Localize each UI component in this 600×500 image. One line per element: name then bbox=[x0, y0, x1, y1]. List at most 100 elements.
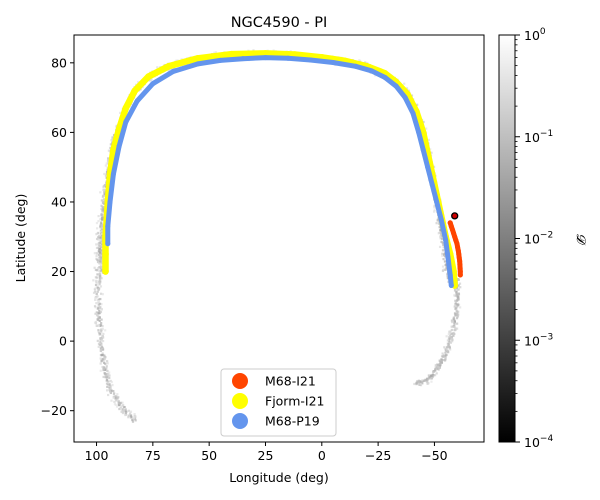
density-cell bbox=[95, 233, 98, 236]
density-cell bbox=[454, 328, 457, 332]
density-cell bbox=[102, 375, 105, 379]
density-cell bbox=[450, 333, 453, 336]
density-cell bbox=[438, 359, 441, 362]
density-cell bbox=[98, 283, 101, 286]
density-cell bbox=[118, 402, 122, 405]
density-cell bbox=[98, 279, 101, 282]
density-cell bbox=[440, 237, 444, 240]
density-cell bbox=[120, 405, 123, 408]
density-cell bbox=[433, 209, 436, 212]
y-tick-label: −20 bbox=[41, 403, 67, 418]
density-cell bbox=[103, 202, 106, 205]
series-point bbox=[368, 68, 374, 74]
density-cell bbox=[125, 410, 128, 414]
series-point bbox=[420, 147, 426, 153]
density-cell bbox=[434, 366, 437, 369]
density-cell bbox=[437, 222, 441, 225]
density-cell bbox=[431, 372, 435, 375]
density-cell bbox=[456, 288, 459, 292]
density-cell bbox=[92, 279, 95, 282]
density-cell bbox=[448, 339, 451, 342]
density-cell bbox=[442, 246, 445, 249]
density-cell bbox=[446, 272, 449, 275]
density-cell bbox=[454, 301, 457, 304]
y-tick-label: 60 bbox=[51, 125, 67, 140]
density-cell bbox=[443, 252, 446, 255]
density-cell bbox=[456, 302, 459, 306]
density-cell bbox=[454, 294, 457, 297]
density-cell bbox=[120, 410, 124, 413]
density-cell bbox=[450, 335, 453, 339]
density-cell bbox=[105, 389, 109, 392]
density-cell bbox=[417, 379, 420, 382]
density-cell bbox=[134, 415, 137, 418]
density-cell bbox=[446, 349, 449, 352]
density-cell bbox=[418, 383, 421, 386]
density-cell bbox=[446, 277, 450, 280]
density-cell bbox=[100, 237, 103, 240]
density-cell bbox=[108, 383, 111, 386]
density-cell bbox=[96, 260, 100, 263]
density-cell bbox=[100, 277, 103, 280]
density-cell bbox=[96, 269, 99, 272]
density-cell bbox=[122, 406, 126, 409]
density-cell bbox=[99, 357, 102, 360]
density-cell bbox=[122, 404, 125, 407]
density-cell bbox=[436, 364, 440, 367]
density-cell bbox=[98, 319, 101, 323]
density-cell bbox=[100, 212, 103, 216]
density-cell bbox=[100, 207, 103, 211]
density-cell bbox=[130, 416, 133, 419]
density-cell bbox=[425, 380, 429, 383]
density-cell bbox=[96, 283, 100, 286]
density-cell bbox=[99, 297, 102, 301]
density-cell bbox=[453, 318, 456, 321]
density-cell bbox=[444, 356, 447, 359]
density-cell bbox=[455, 317, 459, 320]
density-cell bbox=[439, 235, 442, 238]
x-tick-label: 50 bbox=[201, 448, 217, 463]
density-cell bbox=[453, 323, 456, 326]
density-cell bbox=[437, 368, 440, 371]
density-cell bbox=[451, 340, 454, 343]
density-cell bbox=[129, 410, 132, 414]
density-cell bbox=[449, 341, 453, 344]
series-point bbox=[448, 282, 454, 288]
x-tick-label: −25 bbox=[365, 448, 391, 463]
density-cell bbox=[444, 351, 447, 354]
density-cell bbox=[100, 264, 103, 267]
x-tick-label: 0 bbox=[318, 448, 326, 463]
density-cell bbox=[451, 321, 454, 324]
density-cell bbox=[99, 256, 102, 259]
density-cell bbox=[104, 373, 107, 376]
density-cell bbox=[96, 324, 99, 327]
density-cell bbox=[141, 86, 145, 89]
density-cell bbox=[95, 313, 99, 317]
density-cell bbox=[449, 330, 452, 333]
density-cell bbox=[96, 307, 99, 311]
density-cell bbox=[113, 402, 117, 405]
density-cell bbox=[99, 238, 102, 242]
series-point bbox=[402, 95, 408, 101]
density-cell bbox=[448, 330, 451, 333]
series-point bbox=[123, 119, 129, 125]
density-cell bbox=[100, 204, 103, 207]
density-cell bbox=[99, 249, 102, 252]
series-point bbox=[393, 83, 399, 89]
density-cell bbox=[433, 374, 437, 377]
density-cell bbox=[107, 373, 110, 376]
density-cell bbox=[99, 340, 102, 343]
density-cell bbox=[447, 343, 450, 346]
density-cell bbox=[440, 358, 443, 361]
density-cell bbox=[100, 342, 103, 345]
density-cell bbox=[444, 264, 448, 267]
density-cell bbox=[104, 362, 107, 365]
density-cell bbox=[98, 312, 101, 315]
density-cell bbox=[102, 198, 106, 201]
density-cell bbox=[156, 66, 159, 69]
density-cell bbox=[109, 143, 112, 146]
density-cell bbox=[102, 188, 105, 191]
density-cell bbox=[93, 252, 96, 255]
series-point bbox=[429, 182, 435, 188]
density-cell bbox=[433, 204, 436, 207]
